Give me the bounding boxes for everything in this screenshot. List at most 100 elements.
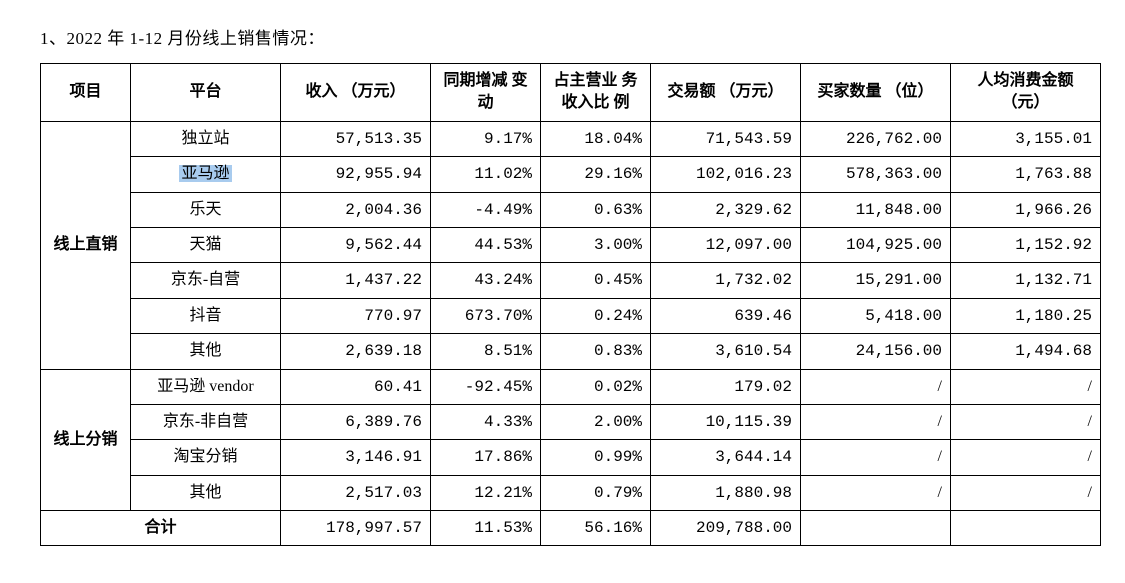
table-row: 线上分销亚马逊 vendor60.41-92.45%0.02%179.02//	[41, 369, 1101, 404]
platform-cell: 京东-非自营	[131, 404, 281, 439]
pct-cell: 56.16%	[541, 511, 651, 546]
txn-cell: 3,610.54	[651, 334, 801, 369]
buyers-cell: 15,291.00	[801, 263, 951, 298]
avg-cell	[951, 511, 1101, 546]
platform-cell: 独立站	[131, 121, 281, 156]
section-heading: 1、2022 年 1-12 月份线上销售情况：	[40, 24, 1085, 49]
platform-cell: 淘宝分销	[131, 440, 281, 475]
total-label: 合计	[41, 511, 281, 546]
total-row: 合计178,997.5711.53%56.16%209,788.00	[41, 511, 1101, 546]
buyers-cell: 11,848.00	[801, 192, 951, 227]
avg-cell: 1,180.25	[951, 298, 1101, 333]
buyers-cell	[801, 511, 951, 546]
pct-cell: 3.00%	[541, 227, 651, 262]
buyers-cell: /	[801, 475, 951, 510]
avg-cell: /	[951, 404, 1101, 439]
avg-cell: 1,763.88	[951, 157, 1101, 192]
sales-table: 项目 平台 收入 （万元） 同期增减 变动 占主营业 务收入比 例 交易额 （万…	[40, 63, 1101, 546]
txn-cell: 179.02	[651, 369, 801, 404]
pct-cell: 0.79%	[541, 475, 651, 510]
yoy-cell: 11.53%	[431, 511, 541, 546]
table-row: 乐天2,004.36-4.49%0.63%2,329.6211,848.001,…	[41, 192, 1101, 227]
platform-cell: 亚马逊	[131, 157, 281, 192]
table-row: 其他2,639.188.51%0.83%3,610.5424,156.001,4…	[41, 334, 1101, 369]
buyers-cell: 5,418.00	[801, 298, 951, 333]
txn-cell: 3,644.14	[651, 440, 801, 475]
pct-cell: 0.02%	[541, 369, 651, 404]
col-yoy: 同期增减 变动	[431, 64, 541, 122]
yoy-cell: 43.24%	[431, 263, 541, 298]
buyers-cell: 24,156.00	[801, 334, 951, 369]
table-row: 京东-自营1,437.2243.24%0.45%1,732.0215,291.0…	[41, 263, 1101, 298]
platform-cell: 天猫	[131, 227, 281, 262]
txn-cell: 209,788.00	[651, 511, 801, 546]
txn-cell: 71,543.59	[651, 121, 801, 156]
platform-cell: 亚马逊 vendor	[131, 369, 281, 404]
buyers-cell: /	[801, 369, 951, 404]
yoy-cell: -4.49%	[431, 192, 541, 227]
pct-cell: 2.00%	[541, 404, 651, 439]
pct-cell: 29.16%	[541, 157, 651, 192]
buyers-cell: 226,762.00	[801, 121, 951, 156]
table-row: 线上直销独立站57,513.359.17%18.04%71,543.59226,…	[41, 121, 1101, 156]
col-buyers: 买家数量 （位）	[801, 64, 951, 122]
table-row: 淘宝分销3,146.9117.86%0.99%3,644.14//	[41, 440, 1101, 475]
avg-cell: 3,155.01	[951, 121, 1101, 156]
group-cell: 线上直销	[41, 121, 131, 369]
txn-cell: 102,016.23	[651, 157, 801, 192]
yoy-cell: 11.02%	[431, 157, 541, 192]
yoy-cell: 4.33%	[431, 404, 541, 439]
table-row: 其他2,517.0312.21%0.79%1,880.98//	[41, 475, 1101, 510]
revenue-cell: 2,004.36	[281, 192, 431, 227]
avg-cell: /	[951, 369, 1101, 404]
pct-cell: 0.83%	[541, 334, 651, 369]
table-row: 天猫9,562.4444.53%3.00%12,097.00104,925.00…	[41, 227, 1101, 262]
txn-cell: 1,732.02	[651, 263, 801, 298]
avg-cell: 1,494.68	[951, 334, 1101, 369]
revenue-cell: 9,562.44	[281, 227, 431, 262]
col-pct: 占主营业 务收入比 例	[541, 64, 651, 122]
txn-cell: 2,329.62	[651, 192, 801, 227]
col-avg: 人均消费金额 （元）	[951, 64, 1101, 122]
yoy-cell: 9.17%	[431, 121, 541, 156]
avg-cell: /	[951, 440, 1101, 475]
col-txn: 交易额 （万元）	[651, 64, 801, 122]
table-row: 京东-非自营6,389.764.33%2.00%10,115.39//	[41, 404, 1101, 439]
yoy-cell: 17.86%	[431, 440, 541, 475]
pct-cell: 0.63%	[541, 192, 651, 227]
platform-cell: 其他	[131, 334, 281, 369]
pct-cell: 0.99%	[541, 440, 651, 475]
avg-cell: 1,152.92	[951, 227, 1101, 262]
txn-cell: 10,115.39	[651, 404, 801, 439]
revenue-cell: 2,639.18	[281, 334, 431, 369]
avg-cell: 1,132.71	[951, 263, 1101, 298]
pct-cell: 0.24%	[541, 298, 651, 333]
buyers-cell: /	[801, 440, 951, 475]
platform-cell: 其他	[131, 475, 281, 510]
group-cell: 线上分销	[41, 369, 131, 511]
txn-cell: 12,097.00	[651, 227, 801, 262]
revenue-cell: 1,437.22	[281, 263, 431, 298]
avg-cell: /	[951, 475, 1101, 510]
platform-cell: 京东-自营	[131, 263, 281, 298]
revenue-cell: 6,389.76	[281, 404, 431, 439]
table-header-row: 项目 平台 收入 （万元） 同期增减 变动 占主营业 务收入比 例 交易额 （万…	[41, 64, 1101, 122]
yoy-cell: 673.70%	[431, 298, 541, 333]
txn-cell: 1,880.98	[651, 475, 801, 510]
platform-cell: 抖音	[131, 298, 281, 333]
buyers-cell: 578,363.00	[801, 157, 951, 192]
yoy-cell: 8.51%	[431, 334, 541, 369]
yoy-cell: 44.53%	[431, 227, 541, 262]
platform-cell: 乐天	[131, 192, 281, 227]
revenue-cell: 3,146.91	[281, 440, 431, 475]
table-row: 亚马逊92,955.9411.02%29.16%102,016.23578,36…	[41, 157, 1101, 192]
txn-cell: 639.46	[651, 298, 801, 333]
col-group: 项目	[41, 64, 131, 122]
col-revenue: 收入 （万元）	[281, 64, 431, 122]
col-platform: 平台	[131, 64, 281, 122]
yoy-cell: 12.21%	[431, 475, 541, 510]
revenue-cell: 2,517.03	[281, 475, 431, 510]
table-row: 抖音770.97673.70%0.24%639.465,418.001,180.…	[41, 298, 1101, 333]
buyers-cell: /	[801, 404, 951, 439]
revenue-cell: 92,955.94	[281, 157, 431, 192]
